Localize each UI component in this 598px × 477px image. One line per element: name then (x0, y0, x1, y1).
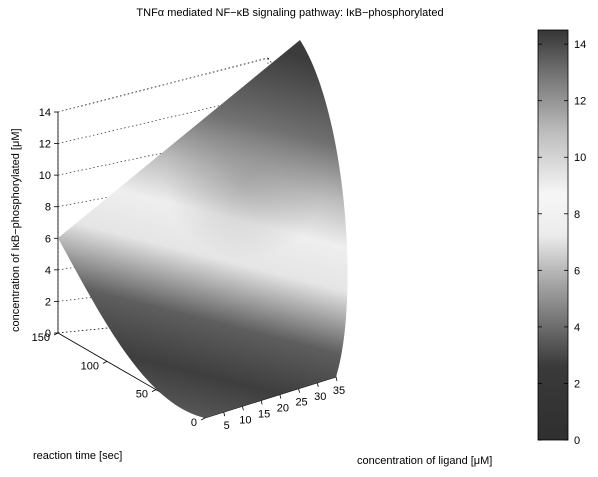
z-tick-label: 2 (45, 296, 51, 308)
surface-shading (58, 40, 348, 418)
z-tick-label: 10 (39, 170, 51, 182)
z-tick-label: 4 (45, 265, 51, 277)
z-tick-label: 6 (45, 233, 51, 245)
x-tick (260, 400, 263, 405)
y-tick (151, 389, 157, 393)
y-tick (102, 360, 108, 364)
grid-line (57, 57, 269, 113)
x-tick (223, 412, 226, 417)
y-tick-label: 100 (81, 360, 99, 372)
chart-title: TNFα mediated NF−κB signaling pathway: I… (136, 7, 443, 19)
y-tick-label: 0 (191, 417, 197, 429)
colorbar-tick-label: 6 (574, 265, 580, 277)
surface (58, 40, 348, 418)
x-tick (316, 382, 319, 387)
y-axis-ticks: 0 50 100 150 (32, 332, 206, 429)
colorbar-tick-label: 14 (574, 39, 586, 51)
x-tick-label: 15 (258, 408, 270, 420)
colorbar-gradient (538, 30, 568, 440)
y-tick-label: 50 (136, 389, 148, 401)
z-axis-label: concentration of IκB−phosphorylated [μM] (10, 128, 22, 332)
x-tick (279, 394, 282, 399)
z-tick-label: 12 (39, 139, 51, 151)
x-tick-label: 35 (333, 385, 345, 397)
colorbar-tick-label: 10 (574, 152, 586, 164)
z-tick-label: 8 (45, 202, 51, 214)
y-tick (200, 417, 206, 421)
colorbar-tick-label: 8 (574, 209, 580, 221)
colorbar-frame (537, 29, 569, 441)
z-axis-ticks: 0 2 4 6 8 10 12 14 (39, 107, 58, 340)
colorbar-ticks: 0 2 4 6 8 10 12 14 (538, 39, 586, 447)
colorbar: 0 2 4 6 8 10 12 14 (537, 29, 586, 447)
y-axis-label: reaction time [sec] (33, 450, 122, 462)
x-tick-label: 10 (239, 414, 251, 426)
x-axis-ticks: 5 10 15 20 25 30 35 (223, 376, 345, 432)
x-axis-label: concentration of ligand [μM] (357, 455, 492, 467)
x-tick-label: 20 (277, 403, 289, 415)
colorbar-tick-label: 2 (574, 378, 580, 390)
z-tick-label: 0 (45, 328, 51, 340)
x-tick-label: 25 (295, 397, 307, 409)
colorbar-tick-label: 4 (574, 322, 580, 334)
z-tick-label: 14 (39, 107, 51, 119)
x-tick-label: 5 (224, 420, 230, 432)
x-tick-label: 30 (314, 391, 326, 403)
colorbar-tick-label: 0 (574, 435, 580, 447)
x-tick (335, 376, 338, 382)
y-tick-label: 150 (32, 332, 50, 344)
colorbar-tick-label: 12 (574, 96, 586, 108)
x-tick (242, 406, 244, 411)
x-tick (298, 388, 300, 393)
